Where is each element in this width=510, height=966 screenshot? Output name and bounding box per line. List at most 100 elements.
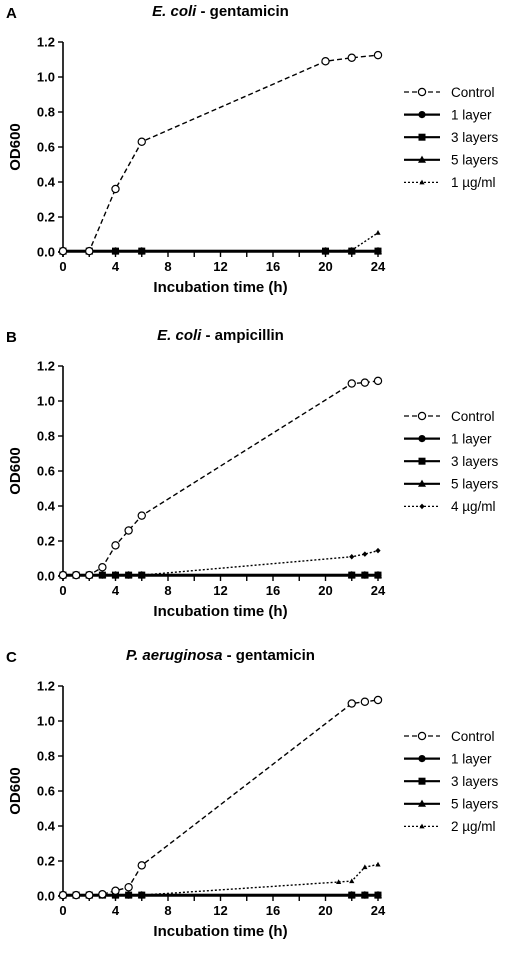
panel-letter: A: [6, 5, 17, 22]
chart-title: E. coli - gentamicin: [152, 3, 289, 20]
y-tick-label: 0.8: [37, 105, 55, 120]
legend-label: 3 layers: [451, 130, 499, 145]
y-tick-label: 1.0: [37, 70, 55, 85]
legend-label: 1 layer: [451, 107, 492, 122]
data-point: [137, 511, 146, 520]
data-point: [71, 890, 81, 900]
legend-label: 5 layers: [451, 797, 499, 812]
data-point: [111, 541, 120, 550]
chart-title-antibiotic: - gentamicin: [222, 647, 315, 664]
legend-label: 3 layers: [451, 774, 499, 789]
legend-marker: [417, 731, 427, 741]
x-tick-label: 8: [164, 903, 171, 918]
legend-item: 5 layers: [404, 153, 499, 168]
y-tick-label: 0.6: [37, 140, 55, 155]
data-point: [373, 695, 383, 705]
data-point: [360, 378, 370, 387]
data-point: [124, 526, 133, 535]
y-tick-label: 0.8: [37, 749, 55, 764]
legend-label: 4 µg/ml: [451, 499, 496, 514]
series-line: [63, 232, 379, 252]
series-control: [58, 50, 383, 256]
legend-marker: [418, 479, 426, 487]
chart-title-antibiotic: - ampicillin: [201, 327, 284, 344]
legend-item: Control: [404, 729, 495, 744]
legend-label: Control: [451, 729, 495, 744]
data-point: [349, 878, 355, 884]
data-point: [362, 864, 368, 870]
x-tick-label: 12: [213, 903, 227, 918]
legend-marker: [418, 457, 426, 465]
data-point: [375, 547, 381, 554]
x-tick-label: 0: [59, 903, 66, 918]
series-control: [58, 695, 383, 900]
legend-item: 2 µg/ml: [404, 819, 496, 834]
panel-a: A E. coli - gentamicin 0.0 0.2 0.4 0.6 0.8 1.0 1…: [0, 0, 510, 322]
series-1-g-ml: [60, 229, 381, 254]
legend-item: Control: [404, 409, 495, 424]
data-point: [349, 553, 355, 560]
data-point: [58, 890, 68, 900]
y-tick-label: 0.0: [37, 245, 55, 260]
data-point: [347, 53, 356, 62]
x-tick-label: 24: [371, 903, 386, 918]
legend-item: 1 layer: [404, 751, 492, 766]
legend-label: 5 layers: [451, 477, 499, 492]
legend-marker: [418, 155, 426, 163]
data-point: [124, 883, 133, 892]
legend-marker: [419, 503, 425, 510]
chart-title-organism: E. coli: [152, 3, 197, 20]
data-point: [373, 376, 383, 386]
legend-label: 1 µg/ml: [451, 175, 496, 190]
legend-marker: [418, 777, 426, 785]
legend-label: 3 layers: [451, 454, 499, 469]
chart-b: B E. coli - ampicillin 0.0 0.2 0.4 0.6 0.8 1.0 1…: [6, 327, 499, 620]
data-point: [137, 137, 146, 146]
chart-c: C P. aeruginosa - gentamicin 0.0 0.2 0.4 0.6 0…: [6, 647, 499, 940]
legend-marker: [418, 799, 426, 807]
legend-label: 2 µg/ml: [451, 819, 496, 834]
legend-marker: [418, 755, 426, 763]
data-point: [362, 551, 368, 557]
x-tick-label: 16: [266, 583, 280, 598]
legend: Control 1 layer 3 layers 5 layers 4 µg/ml: [404, 409, 499, 514]
data-point: [139, 248, 145, 254]
series-line: [63, 549, 379, 576]
legend-item: 3 layers: [404, 130, 499, 145]
data-point: [336, 879, 342, 884]
x-tick-label: 4: [112, 259, 120, 274]
panel-b: B E. coli - ampicillin 0.0 0.2 0.4 0.6 0.8 1.0 1…: [0, 324, 510, 646]
series-control: [58, 376, 383, 580]
data-point: [58, 246, 68, 256]
legend-item: 5 layers: [404, 797, 499, 812]
chart-title-organism: E. coli: [157, 327, 202, 344]
panel-c: C P. aeruginosa - gentamicin 0.0 0.2 0.4 0.6 0…: [0, 644, 510, 966]
data-point: [98, 890, 107, 899]
series-line: [63, 380, 379, 576]
y-tick-label: 1.0: [37, 394, 55, 409]
x-tick-label: 16: [266, 903, 280, 918]
y-tick-label: 0.2: [37, 210, 55, 225]
data-point: [322, 248, 329, 254]
y-axis-label: OD600: [7, 123, 24, 171]
y-tick-label: 0.4: [37, 175, 56, 190]
panel-letter: B: [6, 329, 17, 346]
x-tick-label: 20: [318, 583, 332, 598]
legend-item: 1 µg/ml: [404, 175, 496, 190]
data-point: [347, 699, 356, 708]
legend-item: 4 µg/ml: [404, 499, 496, 514]
data-point: [139, 892, 145, 898]
chart-title-organism: P. aeruginosa: [126, 647, 222, 664]
series-line: [63, 54, 379, 252]
x-tick-label: 20: [318, 259, 332, 274]
x-tick-label: 12: [213, 583, 227, 598]
data-point: [347, 570, 356, 579]
chart-title-antibiotic: - gentamicin: [196, 3, 289, 20]
y-tick-label: 1.0: [37, 714, 55, 729]
data-point: [360, 697, 370, 706]
data-point: [347, 890, 356, 899]
chart-a: A E. coli - gentamicin 0.0 0.2 0.4 0.6 0.8 1.0 1…: [6, 3, 499, 296]
x-axis-label: Incubation time (h): [153, 603, 287, 620]
y-tick-label: 1.2: [37, 359, 55, 374]
y-tick-label: 0.2: [37, 854, 55, 869]
